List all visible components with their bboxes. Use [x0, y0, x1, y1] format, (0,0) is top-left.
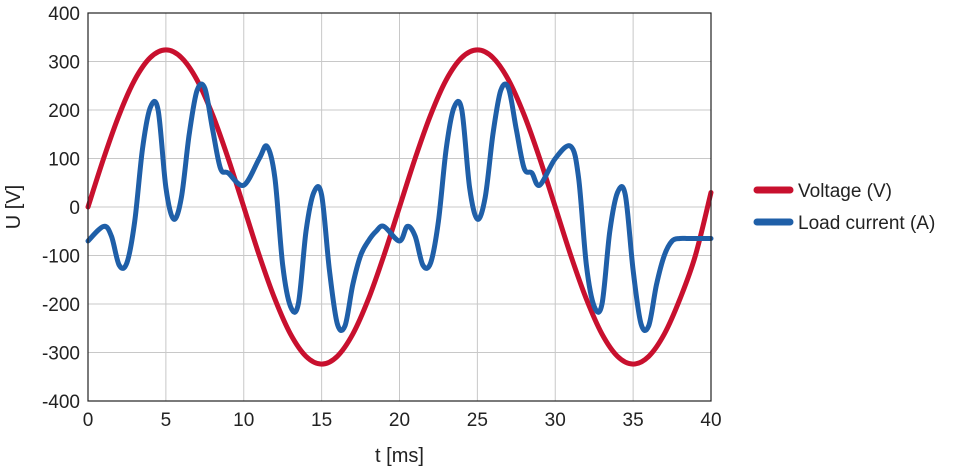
x-tick-label: 30 — [545, 410, 566, 431]
series-layer — [85, 47, 714, 367]
y-tick-label: 200 — [48, 101, 80, 122]
y-tick-label: 100 — [48, 150, 80, 171]
load-current-series-line — [85, 81, 714, 334]
x-tick-label: 20 — [389, 410, 410, 431]
y-tick-label: -400 — [42, 392, 80, 413]
voltage-series-line — [85, 47, 714, 367]
y-tick-label: 300 — [48, 53, 80, 74]
x-tick-label: 35 — [623, 410, 644, 431]
x-tick-label: 40 — [700, 410, 721, 431]
x-tick-label: 10 — [233, 410, 254, 431]
y-axis-label: U [V] — [3, 185, 25, 229]
ticks: 0 5 10 15 20 25 30 35 40 400 300 200 100 0 -100 -200 -30… — [42, 4, 722, 431]
y-tick-label: -100 — [42, 247, 80, 268]
x-tick-label: 5 — [161, 410, 172, 431]
y-tick-label: 0 — [69, 198, 80, 219]
y-tick-label: 400 — [48, 4, 80, 25]
y-tick-label: -200 — [42, 295, 80, 316]
x-tick-label: 25 — [467, 410, 488, 431]
legend-label-load-current: Load current (A) — [798, 213, 935, 234]
plot-frame — [87, 12, 712, 402]
legend-label-voltage: Voltage (V) — [798, 181, 892, 202]
y-tick-label: -300 — [42, 344, 80, 365]
x-tick-label: 15 — [311, 410, 332, 431]
legend: Voltage (V) Load current (A) — [753, 181, 935, 234]
x-tick-label: 0 — [83, 410, 94, 431]
x-axis-label: t [ms] — [375, 445, 424, 467]
